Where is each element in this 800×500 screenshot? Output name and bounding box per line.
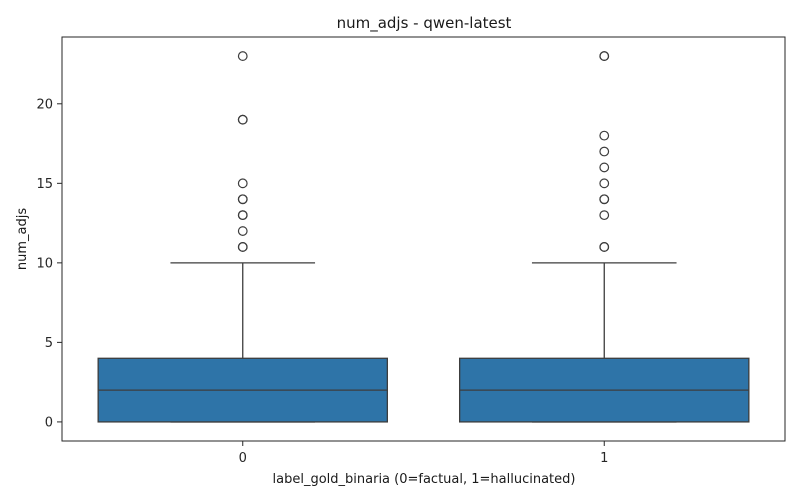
axes-frame — [61, 36, 786, 442]
outlier-point — [237, 51, 248, 61]
y-tick-label: 10 — [36, 256, 53, 271]
y-tick-label: 5 — [45, 336, 53, 351]
y-tick-label: 0 — [45, 415, 53, 430]
outlier-point — [599, 194, 610, 205]
plot-area — [97, 51, 750, 423]
outlier-point — [599, 242, 610, 252]
outlier-point — [599, 162, 610, 173]
outlier-point — [599, 178, 610, 189]
outlier-point — [599, 146, 610, 157]
y-axis-label: num_adjs — [15, 208, 30, 270]
y-tick-label: 20 — [36, 97, 53, 112]
outlier-point — [599, 51, 610, 61]
y-tick-label: 15 — [36, 177, 53, 192]
outlier-point — [599, 130, 610, 141]
outlier-point — [599, 210, 610, 221]
x-axis-label: label_gold_binaria (0=factual, 1=halluci… — [273, 472, 576, 487]
outlier-point — [237, 194, 248, 205]
outlier-point — [237, 114, 248, 125]
outlier-point — [237, 242, 248, 252]
x-tick-label: 1 — [600, 451, 608, 466]
outlier-point — [237, 210, 248, 221]
x-tick-label: 0 — [239, 451, 247, 466]
chart-title: num_adjs - qwen-latest — [337, 14, 512, 33]
outlier-point — [237, 226, 248, 236]
outlier-point — [237, 178, 248, 189]
